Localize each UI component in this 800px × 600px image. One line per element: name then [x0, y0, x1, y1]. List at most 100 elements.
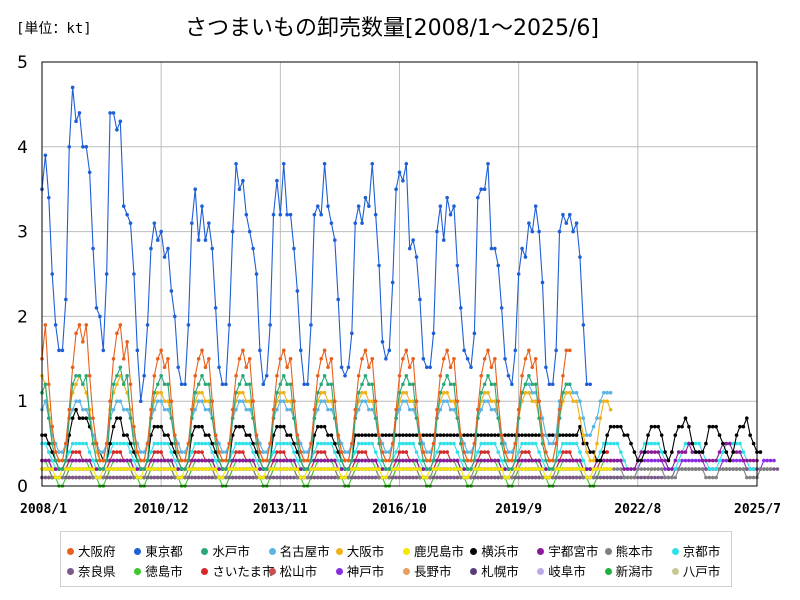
data-point [207, 433, 211, 437]
data-point [666, 467, 671, 471]
data-point [326, 475, 330, 480]
data-point [333, 399, 337, 404]
data-point [465, 458, 470, 463]
data-point [74, 467, 78, 471]
data-point [281, 424, 286, 429]
data-point [656, 441, 661, 446]
data-point [452, 382, 456, 387]
data-point [183, 458, 187, 463]
legend-label: 長野市 [414, 564, 452, 579]
data-point [554, 348, 558, 353]
data-point [557, 407, 562, 412]
data-point [595, 475, 599, 480]
data-point [258, 450, 262, 454]
data-point [363, 195, 368, 200]
data-point [210, 475, 215, 480]
data-point [533, 399, 538, 404]
data-point [336, 433, 341, 437]
data-point [241, 450, 245, 454]
data-point [608, 407, 613, 412]
data-point [523, 255, 528, 259]
data-point [496, 475, 501, 480]
legend: 大阪府 東京都 水戸市 名古屋市 大阪市 鹿児島市 横浜市 宇都宮市 熊本市 京都市 奈良県 徳島市さ… [60, 531, 732, 587]
data-point [258, 458, 262, 463]
data-point [125, 340, 129, 344]
data-point [87, 458, 92, 463]
data-point [326, 441, 330, 446]
x-tick-label: 2010/12 [134, 502, 189, 517]
data-point [339, 458, 344, 463]
data-point [121, 357, 126, 361]
data-point [561, 373, 565, 378]
data-point [322, 424, 327, 429]
data-point [244, 407, 249, 412]
data-point [203, 365, 208, 370]
data-point [738, 458, 742, 463]
data-point [333, 467, 337, 471]
data-point [397, 467, 402, 471]
y-tick-label: 2 [17, 307, 28, 327]
data-point [350, 441, 354, 446]
data-point [183, 467, 187, 471]
data-point [193, 187, 198, 191]
data-point [254, 467, 259, 471]
data-point [281, 441, 286, 446]
data-point [155, 458, 160, 463]
data-point [721, 467, 725, 471]
data-point [404, 475, 409, 480]
data-point [162, 475, 167, 480]
data-point [111, 450, 116, 454]
data-point [326, 399, 330, 404]
data-point [646, 441, 650, 446]
data-point [479, 373, 484, 378]
data-point [700, 450, 705, 454]
data-point [724, 467, 729, 471]
data-point [397, 170, 402, 175]
data-point [765, 467, 770, 471]
data-point [441, 467, 446, 471]
data-point [196, 441, 201, 446]
data-point [186, 441, 191, 446]
data-point [516, 407, 521, 412]
data-point [550, 433, 555, 437]
data-point [77, 458, 82, 463]
data-point [254, 458, 259, 463]
data-point [663, 467, 667, 471]
data-point [159, 475, 163, 480]
data-point [234, 475, 238, 480]
legend-marker [537, 548, 545, 555]
data-point [343, 475, 347, 480]
data-point [111, 467, 116, 471]
data-point [155, 467, 160, 471]
data-point [738, 450, 742, 454]
data-point [145, 475, 150, 480]
data-point [441, 382, 446, 387]
data-point [350, 467, 354, 471]
data-point [510, 450, 514, 454]
data-point [169, 458, 174, 463]
data-point [683, 441, 688, 446]
data-point [115, 458, 119, 463]
data-point [670, 475, 674, 480]
data-point [438, 373, 443, 378]
data-point [346, 450, 351, 454]
data-point [230, 407, 235, 412]
data-point [476, 475, 480, 480]
data-point [50, 424, 55, 429]
data-point [407, 475, 412, 480]
data-point [292, 399, 296, 404]
legend-marker [268, 568, 276, 575]
data-point [642, 441, 647, 446]
data-point [506, 433, 511, 437]
data-point [247, 467, 252, 471]
data-point [329, 467, 334, 471]
data-point [472, 441, 477, 446]
data-point [309, 441, 313, 446]
data-point [77, 475, 82, 480]
data-point [329, 399, 334, 404]
data-point [482, 475, 487, 480]
data-point [268, 323, 272, 327]
data-point [649, 450, 654, 454]
data-point [230, 229, 235, 234]
data-point [653, 458, 657, 463]
